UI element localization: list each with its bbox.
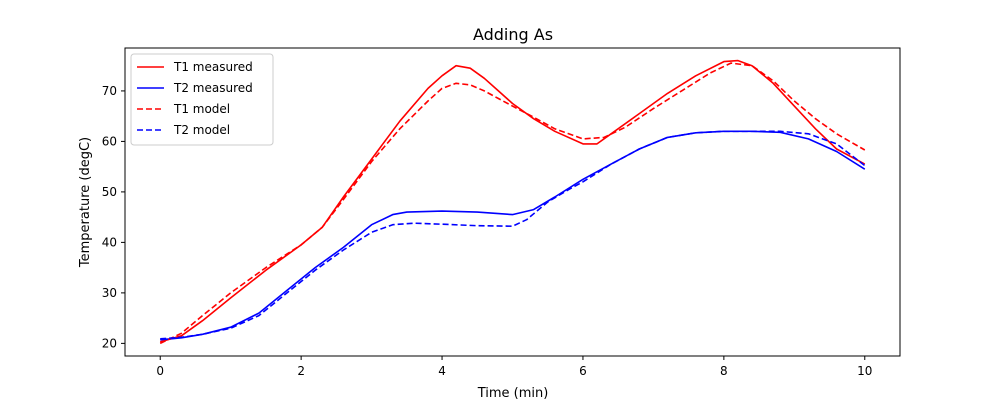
legend-entry-label: T2 measured [173, 81, 253, 95]
x-tick-label: 4 [438, 364, 446, 378]
legend-entry-label: T1 model [173, 102, 230, 116]
y-axis-label: Temperature (degC) [78, 137, 93, 268]
x-tick-label: 10 [857, 364, 872, 378]
x-axis: 0 2 4 6 8 10 [156, 356, 872, 378]
y-tick-label: 60 [102, 134, 117, 148]
series-line-t2-measured [160, 130, 866, 341]
y-tick-label: 40 [102, 235, 117, 249]
series-line-t2-model [160, 130, 866, 340]
y-tick-label: 30 [102, 286, 117, 300]
y-tick-label: 50 [102, 185, 117, 199]
y-tick-label: 20 [102, 336, 117, 350]
series-line-t1-model [159, 62, 866, 345]
y-axis: 20 30 40 50 60 70 [102, 84, 125, 350]
x-tick-label: 0 [156, 364, 164, 378]
x-axis-label: Time (min) [477, 386, 549, 400]
x-tick-label: 2 [297, 364, 305, 378]
legend-box [130, 53, 274, 146]
plot-frame [124, 47, 901, 357]
legend: T1 measured T2 measured T1 model T2 model [130, 53, 274, 146]
x-tick-label: 8 [720, 364, 728, 378]
y-tick-label: 70 [102, 84, 117, 98]
legend-entry-label: T2 model [173, 123, 230, 137]
chart-title: Adding As [473, 25, 553, 44]
legend-entry-label: T1 measured [173, 60, 253, 74]
x-tick-label: 6 [579, 364, 587, 378]
